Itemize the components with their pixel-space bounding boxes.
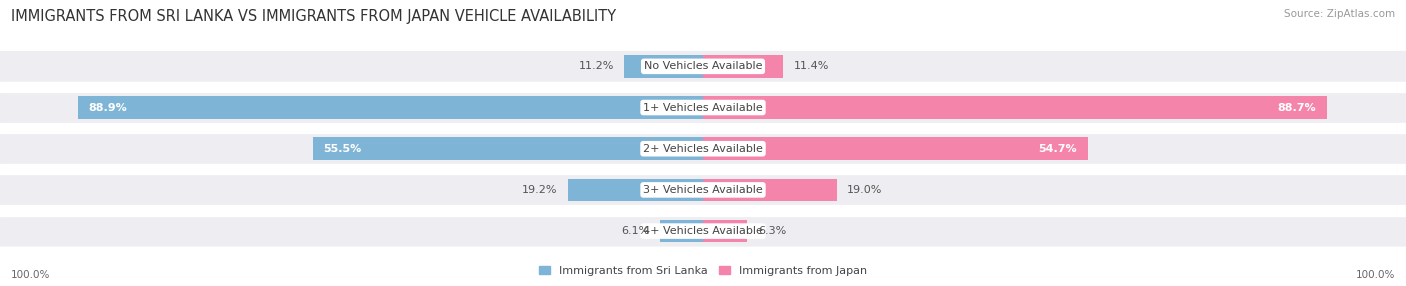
Text: 100.0%: 100.0% xyxy=(1355,270,1395,279)
Bar xyxy=(0,164,1406,174)
Bar xyxy=(703,137,1088,160)
Text: 88.9%: 88.9% xyxy=(89,103,128,112)
Text: 6.1%: 6.1% xyxy=(621,226,650,236)
Bar xyxy=(312,137,703,160)
Bar xyxy=(77,96,703,119)
Text: 11.4%: 11.4% xyxy=(793,61,830,71)
Text: IMMIGRANTS FROM SRI LANKA VS IMMIGRANTS FROM JAPAN VEHICLE AVAILABILITY: IMMIGRANTS FROM SRI LANKA VS IMMIGRANTS … xyxy=(11,9,616,23)
Text: 4+ Vehicles Available: 4+ Vehicles Available xyxy=(643,226,763,236)
Text: 11.2%: 11.2% xyxy=(578,61,614,71)
FancyBboxPatch shape xyxy=(0,216,1406,247)
Text: 55.5%: 55.5% xyxy=(323,144,361,154)
Text: No Vehicles Available: No Vehicles Available xyxy=(644,61,762,71)
Bar xyxy=(661,220,703,243)
Bar xyxy=(703,96,1327,119)
FancyBboxPatch shape xyxy=(0,51,1406,82)
Text: 19.0%: 19.0% xyxy=(846,185,883,195)
Bar xyxy=(703,178,837,201)
Text: 6.3%: 6.3% xyxy=(758,226,786,236)
Bar xyxy=(0,123,1406,133)
Text: 3+ Vehicles Available: 3+ Vehicles Available xyxy=(643,185,763,195)
Bar xyxy=(568,178,703,201)
Text: 1+ Vehicles Available: 1+ Vehicles Available xyxy=(643,103,763,112)
Bar xyxy=(0,205,1406,216)
FancyBboxPatch shape xyxy=(0,133,1406,164)
Text: 100.0%: 100.0% xyxy=(11,270,51,279)
Text: 19.2%: 19.2% xyxy=(522,185,558,195)
Text: 2+ Vehicles Available: 2+ Vehicles Available xyxy=(643,144,763,154)
Bar xyxy=(703,55,783,78)
Text: 88.7%: 88.7% xyxy=(1278,103,1316,112)
Bar xyxy=(0,82,1406,92)
FancyBboxPatch shape xyxy=(0,174,1406,205)
Bar xyxy=(703,220,748,243)
Legend: Immigrants from Sri Lanka, Immigrants from Japan: Immigrants from Sri Lanka, Immigrants fr… xyxy=(534,262,872,281)
Bar xyxy=(624,55,703,78)
Text: 54.7%: 54.7% xyxy=(1039,144,1077,154)
FancyBboxPatch shape xyxy=(0,92,1406,123)
Text: Source: ZipAtlas.com: Source: ZipAtlas.com xyxy=(1284,9,1395,19)
